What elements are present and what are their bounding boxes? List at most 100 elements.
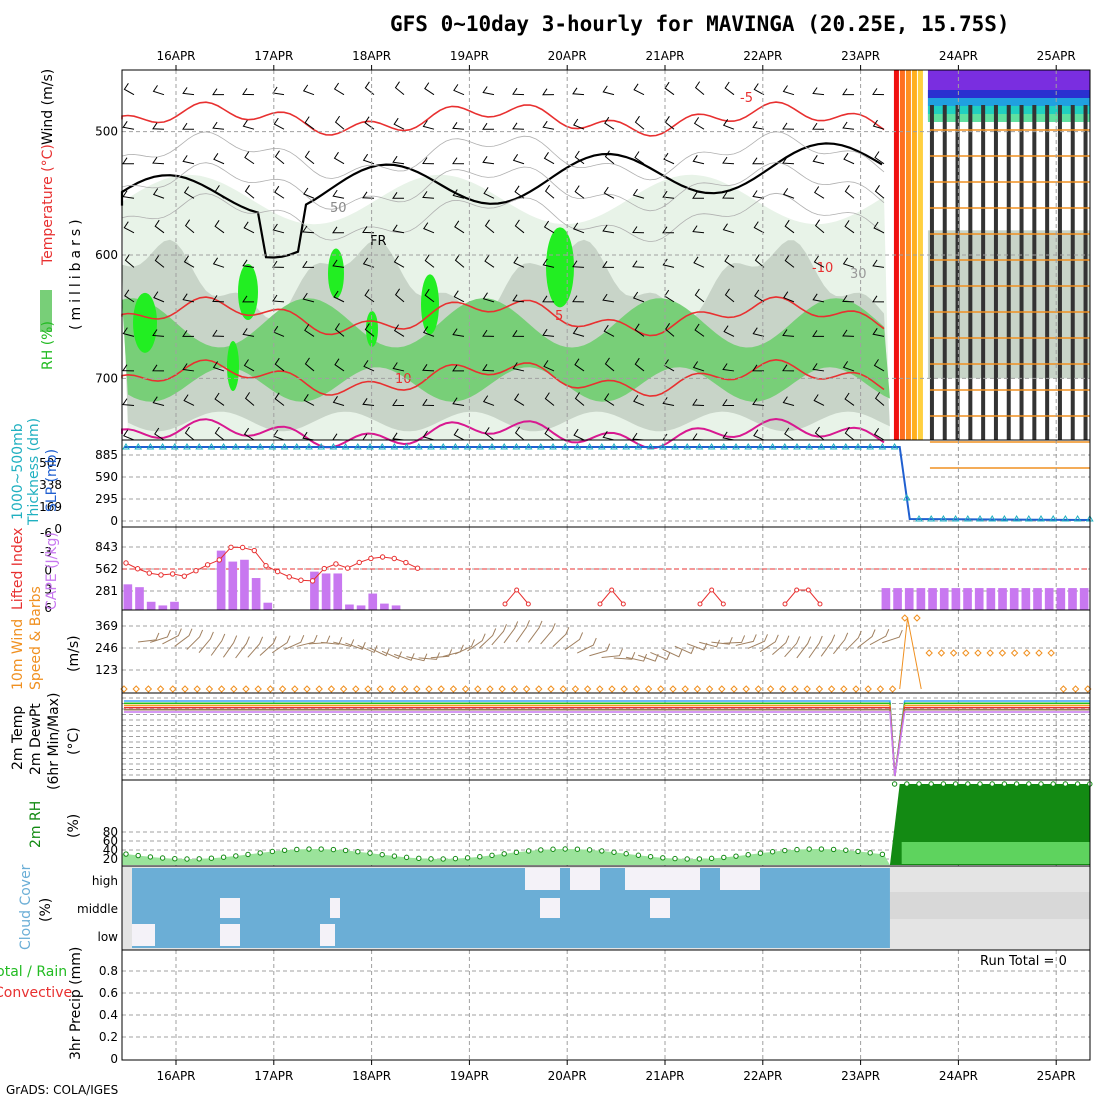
thickness-marker: [317, 443, 326, 450]
wind-speed-marker: [181, 685, 189, 693]
rh2m-marker: [635, 852, 642, 858]
wind-barb: [602, 431, 615, 441]
wind-barb: [184, 219, 195, 234]
wind-barb: [722, 431, 735, 441]
wind-speed-marker: [754, 685, 763, 693]
wind-barb: [632, 226, 645, 234]
wind-speed-marker: [815, 685, 824, 693]
wind-barb: [152, 396, 165, 406]
wind-barb: [213, 153, 225, 165]
wind10m-barb: [479, 628, 497, 649]
x-tick-bottom: 16APR: [156, 1069, 195, 1083]
cape-bar: [333, 573, 343, 610]
thickness-marker: [219, 443, 228, 450]
post-barb-column: [929, 105, 934, 440]
slp-tick: 590: [95, 470, 118, 484]
rh2m-marker: [708, 855, 715, 862]
wind-barb: [633, 83, 645, 96]
thickness-marker: [427, 443, 435, 450]
wind-barb: [573, 428, 585, 441]
rh-tick: 40: [103, 843, 118, 857]
wind-barb: [813, 255, 825, 268]
wind-barb: [242, 328, 255, 337]
rh2m-marker: [184, 856, 190, 862]
wind-barb: [212, 121, 225, 130]
wind-label-a: 10m Wind: [10, 619, 26, 690]
wind-barb: [754, 254, 765, 268]
thickness-marker: [976, 515, 984, 522]
cloud-gap-low: [320, 924, 335, 946]
thickness-marker: [451, 443, 460, 450]
rh2m-marker: [574, 846, 581, 852]
wind-barb: [514, 185, 525, 199]
wind-barb: [574, 392, 585, 406]
rh-blob: [227, 341, 239, 391]
rh2m-marker: [891, 781, 898, 787]
wind10m-barb: [406, 653, 428, 662]
wind-barb: [632, 291, 645, 303]
thickness-marker: [341, 443, 350, 450]
cloud-gap-high: [660, 868, 690, 890]
wind-barb: [242, 259, 255, 268]
post-barb-column: [1083, 105, 1088, 440]
wind-speed-marker: [1071, 685, 1080, 693]
wind10m-panel: 369 246 123: [95, 610, 1092, 693]
thickness-marker: [646, 443, 655, 450]
cape-bar: [1044, 588, 1054, 610]
x-tick-top: 19APR: [450, 49, 489, 63]
cloud-row-label: low: [98, 930, 119, 944]
thickness-tick: 169: [39, 500, 62, 514]
thickness-marker: [732, 443, 740, 450]
wind-barb: [302, 292, 315, 303]
thickness-marker: [671, 443, 679, 450]
wind-barb: [544, 392, 555, 406]
thickness-marker: [463, 443, 472, 450]
wind-barb: [122, 364, 135, 372]
li-marker: [379, 554, 386, 560]
wind-speed-marker: [510, 685, 519, 693]
wind-barb: [753, 83, 765, 96]
rh2m-marker: [684, 856, 690, 862]
thickness-marker: [573, 443, 582, 450]
thickness-marker: [622, 443, 631, 450]
wind-barb: [273, 117, 285, 130]
cloud-gap-low: [220, 924, 240, 946]
cloud-fill: [132, 868, 890, 948]
wind10m-barb: [882, 629, 903, 644]
thickness-marker: [707, 443, 716, 450]
wind-barb: [723, 325, 735, 337]
wind10m-barb: [576, 637, 597, 654]
wind-barb: [272, 223, 285, 234]
rh2m-marker: [550, 846, 556, 852]
wind-barb: [452, 157, 465, 165]
thickness-marker: [439, 443, 448, 450]
li-marker: [514, 587, 520, 593]
contour-label: 30: [850, 267, 867, 282]
wind-barb: [244, 151, 255, 165]
li-tick: -3: [40, 545, 52, 559]
rh2m-marker: [318, 846, 324, 852]
cape-bar: [986, 588, 996, 610]
wind-barb: [152, 329, 165, 337]
wind10m-barb: [808, 635, 823, 659]
wind-barb: [752, 190, 765, 199]
wind10m-barb: [613, 652, 636, 660]
wind-barb: [242, 295, 255, 303]
rh-blob: [421, 274, 439, 335]
wind10m-barb: [247, 636, 264, 658]
rh2m-marker: [721, 854, 727, 861]
thickness-marker: [305, 443, 313, 450]
wind-speed-marker: [632, 685, 641, 693]
cape-bar: [963, 588, 972, 610]
wind-barb: [364, 289, 375, 303]
wind-barb: [572, 327, 585, 337]
slp-tick: 885: [95, 448, 118, 462]
wind-barb: [872, 119, 885, 130]
wind-barb: [662, 190, 675, 199]
li-marker: [286, 574, 292, 580]
wind10m-barb: [833, 632, 849, 655]
wind-barb: [333, 151, 345, 165]
thickness-marker: [1024, 515, 1033, 522]
rh2m-marker: [477, 854, 483, 860]
post-barb-column: [993, 105, 998, 440]
